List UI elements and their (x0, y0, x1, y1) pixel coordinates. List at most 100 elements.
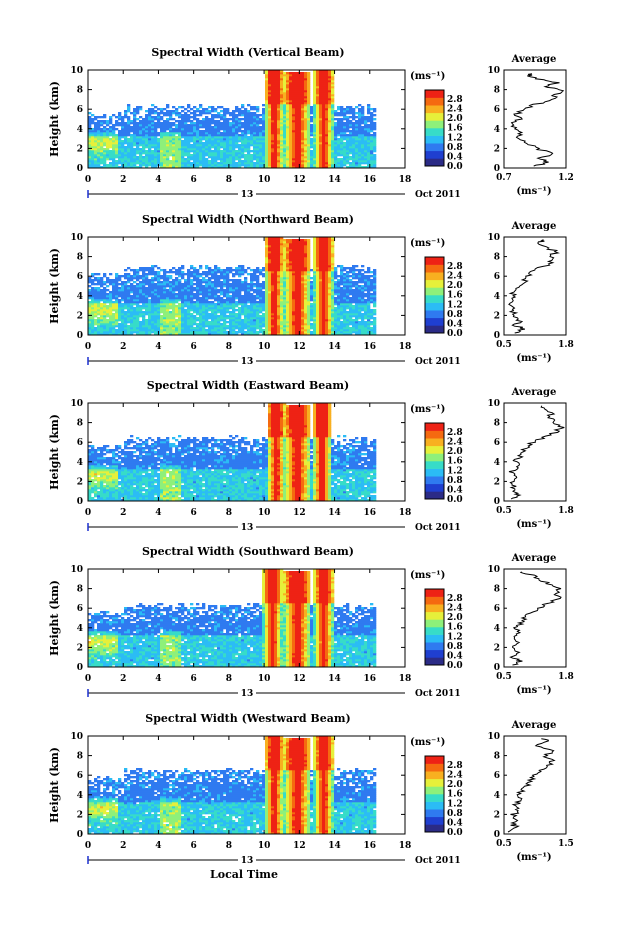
heatmap-cell (124, 154, 128, 157)
heatmap-cell (127, 315, 131, 318)
heatmap-cell (136, 305, 140, 308)
heatmap-cell (178, 114, 182, 117)
heatmap-cell (151, 303, 155, 306)
heatmap-cell (253, 150, 257, 153)
heatmap-cell (109, 142, 113, 145)
heatmap-cell (202, 311, 206, 314)
heatmap-cell (94, 156, 98, 159)
heatmap-cell (205, 267, 209, 270)
heatmap-cell (289, 158, 293, 161)
heatmap-cell (370, 130, 374, 133)
heatmap-cell (331, 76, 335, 79)
heatmap-cell (244, 136, 248, 139)
heatmap-cell (328, 72, 332, 75)
heatmap-cell (361, 108, 365, 111)
heatmap-cell (145, 321, 149, 324)
heatmap-cell (328, 112, 332, 115)
heatmap-cell (253, 118, 257, 121)
heatmap-cell (139, 116, 143, 119)
heatmap-cell (250, 305, 254, 308)
heatmap-cell (241, 271, 245, 274)
heatmap-cell (97, 323, 101, 326)
heatmap-cell (169, 303, 173, 306)
heatmap-cell (229, 114, 233, 117)
heatmap-cell (328, 74, 332, 77)
heatmap-cell (232, 136, 236, 139)
heatmap-cell (178, 267, 182, 270)
heatmap-cell (214, 146, 218, 149)
heatmap-cell (163, 136, 167, 139)
heatmap-cell (160, 116, 164, 119)
heatmap-cell (118, 142, 122, 145)
heatmap-cell (307, 74, 311, 77)
heatmap-cell (277, 130, 281, 133)
heatmap-cell (301, 94, 305, 97)
heatmap-cell (151, 154, 155, 157)
heatmap-cell (289, 90, 293, 93)
heatmap-cell (151, 130, 155, 133)
heatmap-cell (196, 134, 200, 137)
heatmap-cell (304, 82, 308, 85)
heatmap-cell (271, 80, 275, 83)
heatmap-cell (100, 124, 104, 127)
heatmap-cell (106, 158, 110, 161)
heatmap-cell (157, 315, 161, 318)
heatmap-cell (346, 124, 350, 127)
heatmap-cell (97, 311, 101, 314)
heatmap-cell (262, 307, 266, 310)
heatmap-cell (349, 156, 353, 159)
heatmap-cell (298, 128, 302, 131)
heatmap-cell (316, 84, 320, 87)
heatmap-cell (259, 287, 263, 290)
heatmap-cell (289, 84, 293, 87)
heatmap-cell (244, 303, 248, 306)
heatmap-cell (280, 144, 284, 147)
panel-title: Spectral Width (Northward Beam) (142, 213, 354, 226)
heatmap-cell (265, 273, 269, 276)
heatmap-cell (187, 148, 191, 151)
heatmap-cell (142, 317, 146, 320)
heatmap-cell (328, 88, 332, 91)
heatmap-cell (202, 303, 206, 306)
heatmap-cell (160, 269, 164, 272)
heatmap-cell (181, 142, 185, 145)
heatmap-cell (265, 321, 269, 324)
heatmap-cell (277, 164, 281, 167)
heatmap-cell (271, 94, 275, 97)
heatmap-cell (88, 154, 92, 157)
heatmap-cell (196, 271, 200, 274)
heatmap-cell (325, 104, 329, 107)
heatmap-cell (265, 98, 269, 101)
heatmap-cell (316, 92, 320, 95)
heatmap-cell (217, 303, 221, 306)
heatmap-cell (106, 309, 110, 312)
heatmap-cell (199, 323, 203, 326)
heatmap-cell (241, 140, 245, 143)
heatmap-cell (253, 138, 257, 141)
heatmap-cell (178, 273, 182, 276)
heatmap-cell (355, 124, 359, 127)
heatmap-cell (127, 303, 131, 306)
heatmap-cell (130, 305, 134, 308)
heatmap-cell (364, 142, 368, 145)
heatmap-cell (88, 301, 92, 304)
heatmap-cell (115, 307, 119, 310)
heatmap-cell (187, 128, 191, 131)
heatmap-cell (250, 295, 254, 298)
heatmap-cell (256, 291, 260, 294)
heatmap-cell (151, 311, 155, 314)
heatmap-cell (136, 158, 140, 161)
heatmap-cell (205, 265, 209, 268)
heatmap-cell (217, 331, 221, 334)
heatmap-cell (223, 285, 227, 288)
heatmap-cell (100, 319, 104, 322)
heatmap-cell (265, 295, 269, 298)
heatmap-cell (268, 136, 272, 139)
heatmap-cell (139, 281, 143, 284)
heatmap-cell (166, 150, 170, 153)
heatmap-cell (178, 321, 182, 324)
heatmap-cell (175, 309, 179, 312)
heatmap-cell (328, 114, 332, 117)
heatmap-cell (223, 138, 227, 141)
heatmap-cell (295, 94, 299, 97)
